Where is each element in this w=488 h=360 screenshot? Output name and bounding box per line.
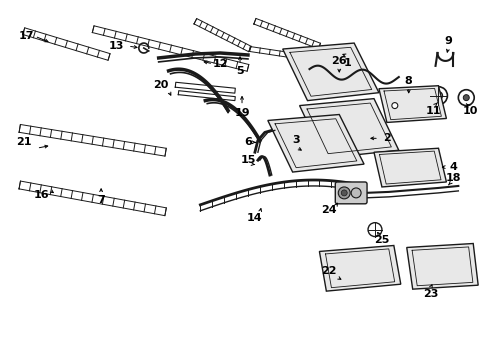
Text: 1: 1: [343, 58, 350, 68]
Text: 3: 3: [292, 135, 300, 145]
Circle shape: [305, 67, 313, 75]
Circle shape: [462, 95, 468, 100]
Circle shape: [350, 188, 360, 198]
Text: 7: 7: [97, 195, 105, 205]
Polygon shape: [319, 246, 400, 291]
Text: 19: 19: [234, 108, 249, 117]
Text: 18: 18: [445, 173, 460, 183]
Polygon shape: [378, 86, 446, 122]
Text: 26: 26: [331, 56, 346, 66]
FancyBboxPatch shape: [335, 182, 366, 204]
Text: 15: 15: [240, 155, 255, 165]
Circle shape: [341, 190, 346, 196]
Text: 22: 22: [321, 266, 336, 276]
Text: 14: 14: [246, 213, 262, 223]
Text: 20: 20: [153, 80, 168, 90]
Polygon shape: [373, 148, 446, 187]
Text: 12: 12: [212, 59, 227, 69]
Polygon shape: [267, 114, 364, 172]
Text: 4: 4: [448, 162, 456, 172]
Text: 23: 23: [422, 289, 437, 299]
Text: 11: 11: [425, 105, 440, 116]
Text: 25: 25: [373, 234, 389, 244]
Polygon shape: [406, 243, 477, 289]
Text: 2: 2: [382, 133, 390, 143]
Circle shape: [338, 187, 349, 199]
Circle shape: [391, 103, 397, 109]
Text: 5: 5: [236, 66, 244, 76]
Text: 21: 21: [16, 137, 31, 147]
Text: 17: 17: [19, 31, 34, 41]
Text: 13: 13: [108, 41, 123, 51]
Text: 10: 10: [462, 105, 477, 116]
Circle shape: [428, 87, 447, 105]
Circle shape: [457, 90, 473, 105]
Text: 9: 9: [444, 36, 451, 46]
Polygon shape: [299, 99, 398, 158]
Circle shape: [434, 92, 442, 100]
Polygon shape: [282, 43, 378, 100]
Text: 24: 24: [321, 205, 336, 215]
Text: 16: 16: [34, 190, 49, 200]
Text: 6: 6: [244, 137, 251, 147]
Circle shape: [367, 223, 381, 237]
Text: 8: 8: [404, 76, 412, 86]
